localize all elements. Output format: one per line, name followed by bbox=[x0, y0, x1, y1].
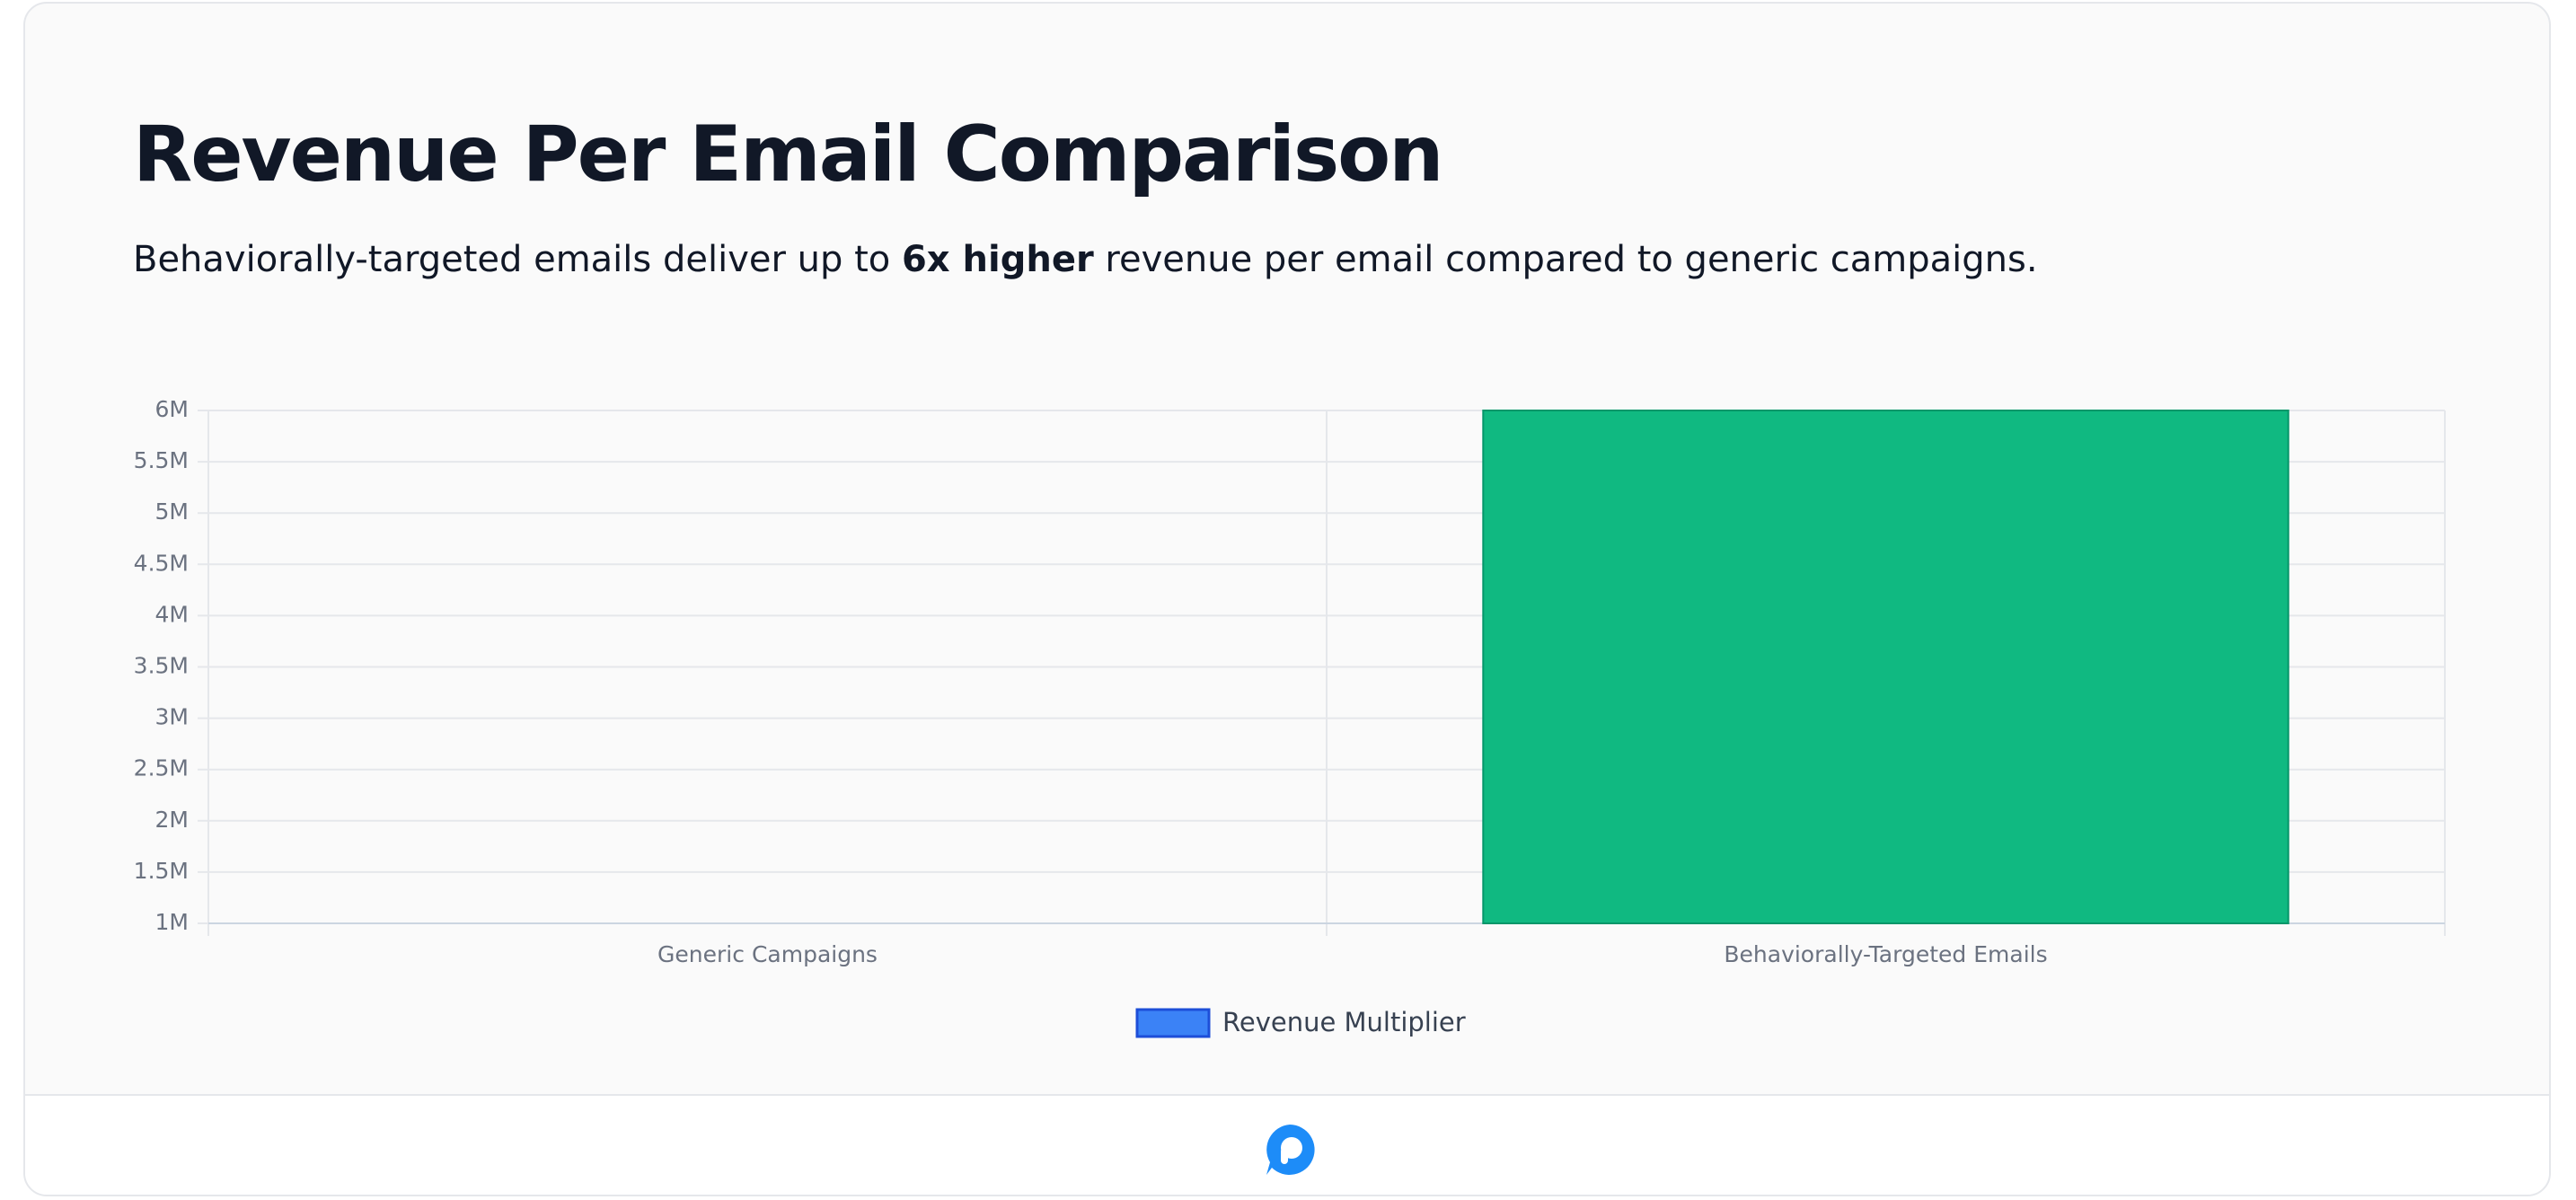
x-tick-label: Generic Campaigns bbox=[657, 941, 878, 967]
y-tick-label: 4M bbox=[155, 601, 189, 627]
legend-swatch bbox=[1135, 1008, 1211, 1038]
y-tick-label: 1M bbox=[155, 909, 189, 935]
footer bbox=[25, 1094, 2549, 1195]
logo-icon bbox=[1266, 1125, 1315, 1175]
y-tick-label: 6M bbox=[155, 396, 189, 422]
page-title: Revenue Per Email Comparison bbox=[133, 110, 1443, 199]
y-tick-label: 4.5M bbox=[134, 550, 189, 576]
y-tick-label: 3M bbox=[155, 704, 189, 730]
y-tick-label: 2M bbox=[155, 807, 189, 833]
x-tick-label: Behaviorally-Targeted Emails bbox=[1724, 941, 2047, 967]
y-tick-label: 3.5M bbox=[134, 653, 189, 679]
bar bbox=[1482, 410, 2289, 924]
y-tick-label: 2.5M bbox=[134, 755, 189, 781]
y-tick-label: 1.5M bbox=[134, 858, 189, 884]
subtitle: Behaviorally-targeted emails deliver up … bbox=[133, 239, 2038, 280]
subtitle-text: Behaviorally-targeted emails deliver up … bbox=[133, 239, 902, 280]
legend-label: Revenue Multiplier bbox=[1222, 1007, 1466, 1037]
y-tick-label: 5M bbox=[155, 499, 189, 525]
subtitle-text: revenue per email compared to generic ca… bbox=[1093, 239, 2038, 280]
subtitle-emphasis: 6x higher bbox=[901, 239, 1094, 280]
y-tick-label: 5.5M bbox=[134, 447, 189, 473]
